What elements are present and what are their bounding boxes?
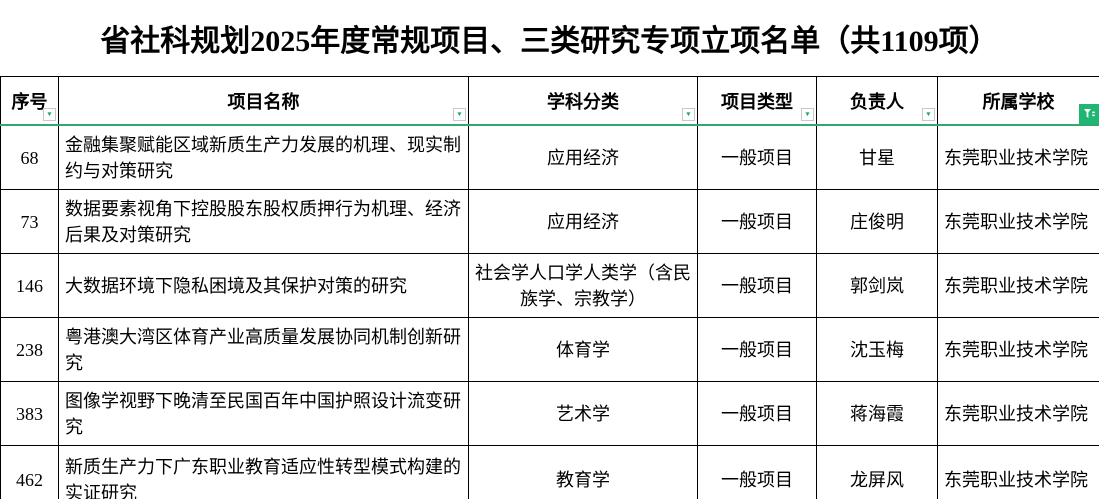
cell-seq[interactable]: 383: [0, 381, 59, 446]
cell-leader[interactable]: 郭剑岚: [816, 253, 938, 318]
cell-project-name[interactable]: 新质生产力下广东职业教育适应性转型模式构建的实证研究: [58, 445, 469, 499]
col-header-seq-label: 序号: [11, 91, 48, 112]
table-row: 238 粤港澳大湾区体育产业高质量发展协同机制创新研究 体育学 一般项目 沈玉梅…: [0, 317, 1099, 382]
cell-project-type[interactable]: 一般项目: [697, 381, 817, 446]
cell-discipline[interactable]: 教育学: [468, 445, 698, 499]
cell-project-name[interactable]: 数据要素视角下控股股东股权质押行为机理、经济后果及对策研究: [58, 189, 469, 254]
cell-seq[interactable]: 146: [0, 253, 59, 318]
col-header-discipline-label: 学科分类: [547, 91, 619, 112]
dropdown-arrow-glyph: ▼: [804, 110, 811, 118]
cell-project-type[interactable]: 一般项目: [697, 445, 817, 499]
col-header-project-type[interactable]: 项目类型 ▼: [697, 76, 817, 126]
cell-school[interactable]: 东莞职业技术学院: [937, 317, 1099, 382]
col-header-project-name[interactable]: 项目名称 ▼: [58, 76, 469, 126]
table-row: 146 大数据环境下隐私困境及其保护对策的研究 社会学人口学人类学（含民族学、宗…: [0, 253, 1099, 318]
table-body: 68 金融集聚赋能区域新质生产力发展的机理、现实制约与对策研究 应用经济 一般项…: [0, 124, 1099, 499]
cell-discipline[interactable]: 体育学: [468, 317, 698, 382]
cell-seq[interactable]: 238: [0, 317, 59, 382]
filter-active-icon[interactable]: [1079, 104, 1099, 124]
cell-discipline[interactable]: 应用经济: [468, 189, 698, 254]
table-row: 462 新质生产力下广东职业教育适应性转型模式构建的实证研究 教育学 一般项目 …: [0, 445, 1099, 499]
col-header-leader-label: 负责人: [850, 91, 904, 112]
cell-discipline[interactable]: 社会学人口学人类学（含民族学、宗教学）: [468, 253, 698, 318]
filter-dropdown-icon[interactable]: ▼: [682, 108, 695, 121]
col-header-project-type-label: 项目类型: [721, 91, 793, 112]
col-header-school-label: 所属学校: [982, 91, 1055, 112]
cell-project-name[interactable]: 金融集聚赋能区域新质生产力发展的机理、现实制约与对策研究: [58, 124, 469, 190]
cell-leader[interactable]: 龙屏风: [816, 445, 938, 499]
cell-project-name[interactable]: 大数据环境下隐私困境及其保护对策的研究: [58, 253, 469, 318]
cell-project-type[interactable]: 一般项目: [697, 189, 817, 254]
table-row: 73 数据要素视角下控股股东股权质押行为机理、经济后果及对策研究 应用经济 一般…: [0, 189, 1099, 254]
page-title: 省社科规划2025年度常规项目、三类研究专项立项名单（共1109项）: [100, 25, 999, 58]
cell-school[interactable]: 东莞职业技术学院: [937, 445, 1099, 499]
cell-leader[interactable]: 沈玉梅: [816, 317, 938, 382]
filter-dropdown-icon[interactable]: ▼: [922, 108, 935, 121]
cell-discipline[interactable]: 艺术学: [468, 381, 698, 446]
cell-discipline[interactable]: 应用经济: [468, 124, 698, 190]
projects-table: 序号 ▼ 项目名称 ▼ 学科分类 ▼ 项目类型 ▼ 负责人 ▼: [0, 76, 1099, 499]
header-row: 序号 ▼ 项目名称 ▼ 学科分类 ▼ 项目类型 ▼ 负责人 ▼: [0, 76, 1099, 126]
filter-dropdown-icon[interactable]: ▼: [43, 108, 56, 121]
cell-project-type[interactable]: 一般项目: [697, 317, 817, 382]
col-header-discipline[interactable]: 学科分类 ▼: [468, 76, 698, 126]
filter-dropdown-icon[interactable]: ▼: [801, 108, 814, 121]
cell-school[interactable]: 东莞职业技术学院: [937, 381, 1099, 446]
filter-dropdown-icon[interactable]: ▼: [453, 108, 466, 121]
table-row: 68 金融集聚赋能区域新质生产力发展的机理、现实制约与对策研究 应用经济 一般项…: [0, 124, 1099, 190]
cell-project-name[interactable]: 图像学视野下晚清至民国百年中国护照设计流变研究: [58, 381, 469, 446]
cell-leader[interactable]: 庄俊明: [816, 189, 938, 254]
col-header-school[interactable]: 所属学校: [937, 76, 1099, 126]
col-header-seq[interactable]: 序号 ▼: [0, 76, 59, 126]
cell-school[interactable]: 东莞职业技术学院: [937, 253, 1099, 318]
cell-school[interactable]: 东莞职业技术学院: [937, 124, 1099, 190]
funnel-glyph: [1084, 109, 1095, 118]
col-header-project-name-label: 项目名称: [227, 91, 300, 112]
cell-seq[interactable]: 462: [0, 445, 59, 499]
table-row: 383 图像学视野下晚清至民国百年中国护照设计流变研究 艺术学 一般项目 蒋海霞…: [0, 381, 1099, 446]
col-header-leader[interactable]: 负责人 ▼: [816, 76, 938, 126]
dropdown-arrow-glyph: ▼: [456, 110, 463, 118]
cell-project-type[interactable]: 一般项目: [697, 124, 817, 190]
dropdown-arrow-glyph: ▼: [925, 110, 932, 118]
cell-leader[interactable]: 甘星: [816, 124, 938, 190]
cell-seq[interactable]: 73: [0, 189, 59, 254]
cell-leader[interactable]: 蒋海霞: [816, 381, 938, 446]
cell-school[interactable]: 东莞职业技术学院: [937, 189, 1099, 254]
cell-project-type[interactable]: 一般项目: [697, 253, 817, 318]
dropdown-arrow-glyph: ▼: [46, 110, 53, 118]
dropdown-arrow-glyph: ▼: [685, 110, 692, 118]
cell-seq[interactable]: 68: [0, 124, 59, 190]
cell-project-name[interactable]: 粤港澳大湾区体育产业高质量发展协同机制创新研究: [58, 317, 469, 382]
